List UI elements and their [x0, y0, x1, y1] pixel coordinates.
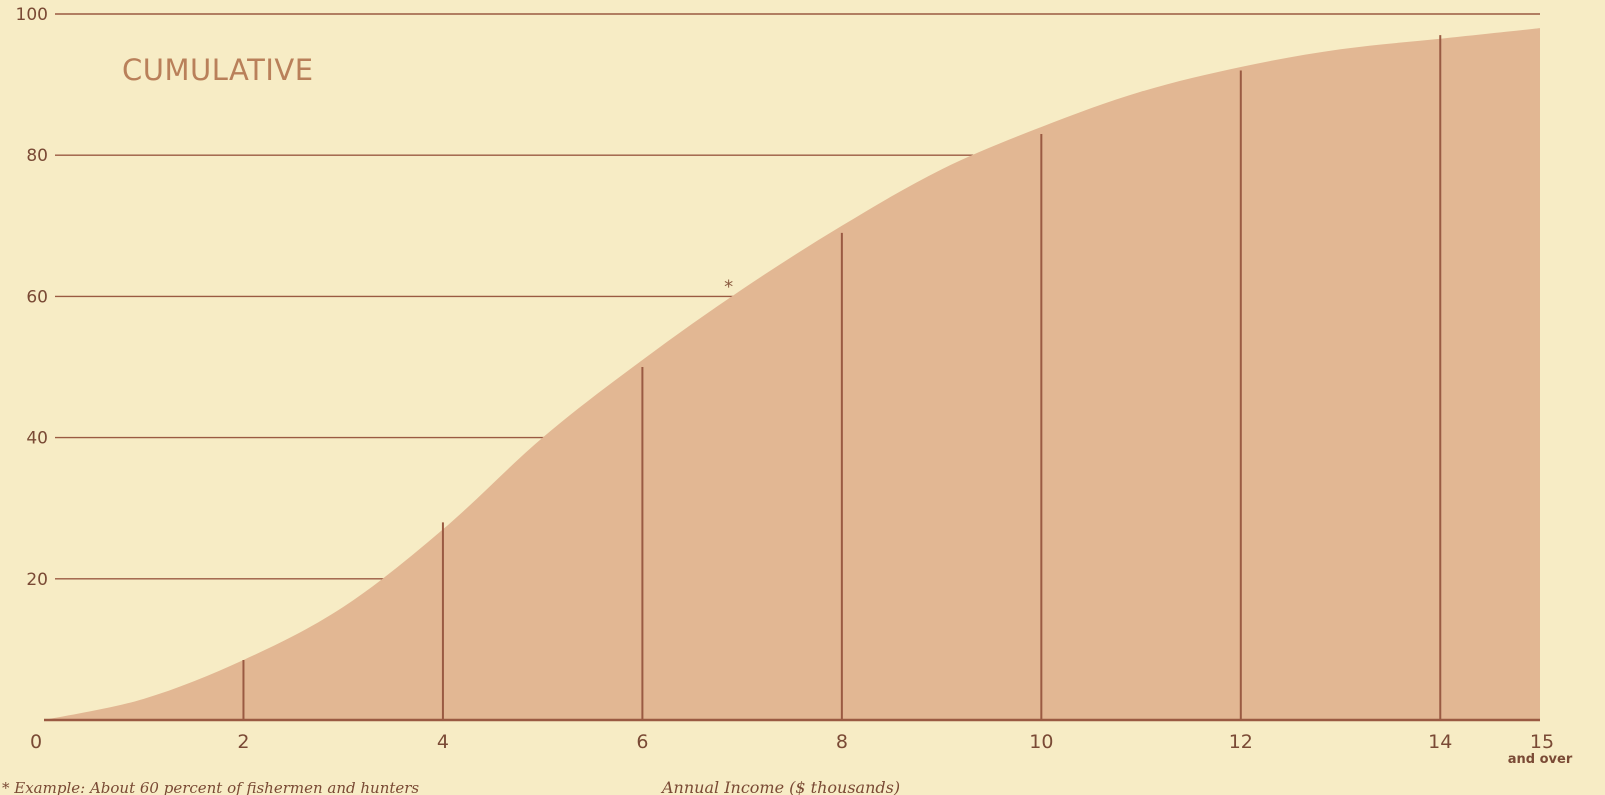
- x-tick-sublabel: and over: [1508, 752, 1573, 767]
- x-tick-label-4: 4: [437, 731, 449, 753]
- x-tick-label-10: 10: [1029, 731, 1053, 753]
- x-tick-label-15: 15: [1530, 731, 1554, 753]
- x-tick-label-6: 6: [636, 731, 648, 753]
- cumulative-area: [44, 28, 1540, 721]
- chart-title: CUMULATIVE: [122, 53, 314, 87]
- x-tick-label-2: 2: [237, 731, 249, 753]
- x-tick-label-12: 12: [1229, 731, 1253, 753]
- y-axis-ticks: 100 80 60 40 20: [16, 5, 48, 590]
- x-tick-label-8: 8: [836, 731, 848, 753]
- example-marker: *: [724, 276, 733, 297]
- y-tick-label-40: 40: [26, 429, 48, 449]
- y-tick-label-80: 80: [26, 146, 48, 166]
- income-bar-lines: [242, 35, 1442, 720]
- y-tick-label-100: 100: [16, 5, 48, 25]
- example-footnote: * Example: About 60 percent of fishermen…: [2, 779, 419, 795]
- x-tick-label-0: 0: [30, 731, 42, 753]
- y-tick-label-20: 20: [26, 570, 48, 590]
- y-tick-label-60: 60: [26, 287, 48, 307]
- x-tick-label-14: 14: [1428, 731, 1452, 753]
- x-axis-label: Annual Income ($ thousands): [660, 778, 900, 795]
